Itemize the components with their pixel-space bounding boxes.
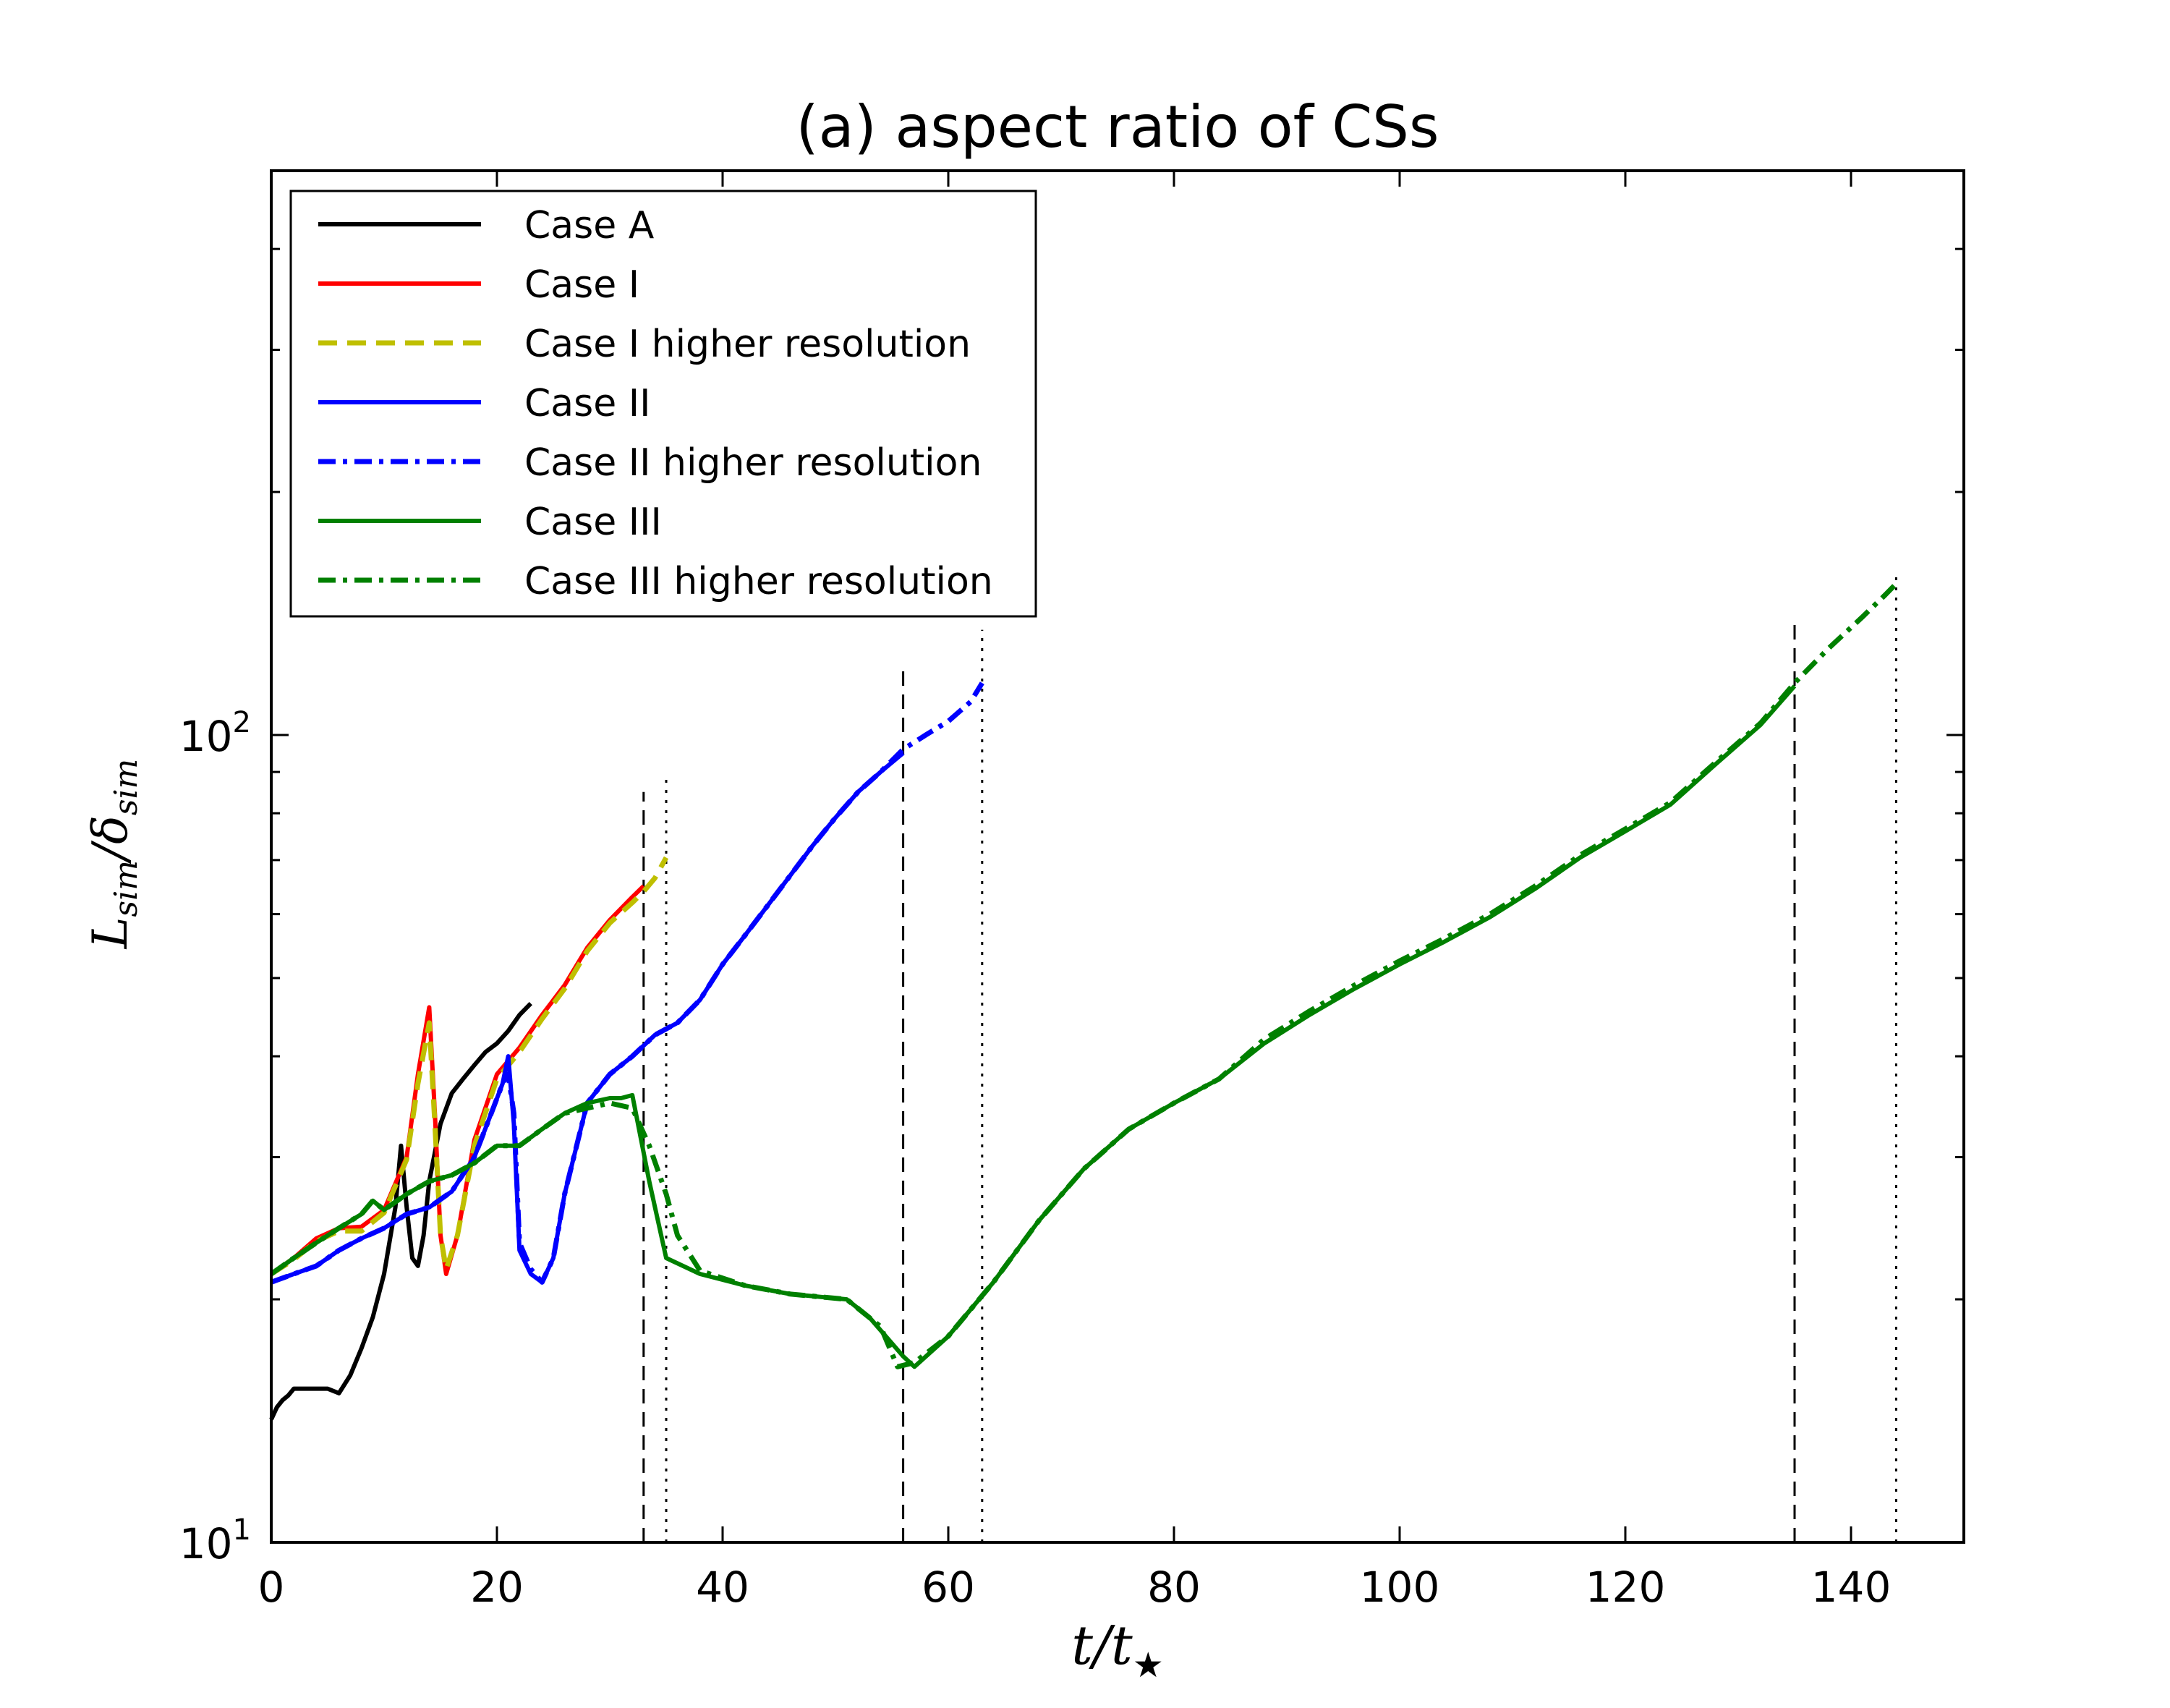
y-tick-label-exponent: 2 xyxy=(233,706,251,739)
legend-item-case-i: Case I xyxy=(318,263,639,307)
legend-item-case-ii: Case II xyxy=(318,382,650,425)
series-line-case-a xyxy=(269,1001,532,1421)
x-tick-label: 120 xyxy=(1586,1563,1666,1612)
series-line-case-ii-higher-resolution xyxy=(270,681,984,1285)
legend-label: Case II higher resolution xyxy=(524,441,982,485)
series-line-case-i-higher-resolution xyxy=(270,856,669,1276)
y-axis-label: Lsim/δsim xyxy=(82,759,145,950)
legend-label: Case I xyxy=(524,263,639,307)
x-tick-label: 140 xyxy=(1811,1563,1892,1612)
legend-item-case-iii-higher-resolution: Case III higher resolution xyxy=(318,560,993,603)
y-tick-label: 102 xyxy=(179,706,251,761)
x-axis-label: t/t★ xyxy=(1071,1615,1163,1686)
x-tick-label: 40 xyxy=(696,1563,749,1612)
y-axis-label-sub1: sim xyxy=(108,860,145,917)
legend-item-case-i-higher-resolution: Case I higher resolution xyxy=(318,323,971,366)
legend-label: Case A xyxy=(524,204,655,247)
x-tick-label: 80 xyxy=(1147,1563,1201,1612)
legend-label: Case I higher resolution xyxy=(524,323,971,366)
plot-frame xyxy=(270,169,1965,1544)
x-axis-label-main: t/t xyxy=(1071,1615,1133,1677)
y-axis-label-main: L xyxy=(82,917,138,949)
legend-item-case-iii: Case III xyxy=(318,501,662,544)
y-axis-label-div: /δ xyxy=(82,815,138,864)
x-axis-label-sub: ★ xyxy=(1133,1645,1164,1686)
series-line-case-iii-higher-resolution xyxy=(269,582,1898,1369)
legend: Case A Case I Case I higher resolution Case… xyxy=(289,190,1037,618)
x-tick-label: 20 xyxy=(470,1563,524,1612)
legend-label: Case III higher resolution xyxy=(524,560,993,603)
legend-label: Case II xyxy=(524,382,650,425)
y-tick-label: 101 xyxy=(179,1513,251,1568)
x-tick-label: 0 xyxy=(258,1563,285,1612)
chart-title: (a) aspect ratio of CSs xyxy=(796,93,1439,161)
reference-lines xyxy=(642,574,1897,1542)
plot-series xyxy=(269,582,1898,1421)
legend-label: Case III xyxy=(524,501,662,544)
legend-item-case-ii-higher-resolution: Case II higher resolution xyxy=(318,441,982,485)
legend-items: Case A Case I Case I higher resolution Case… xyxy=(318,204,993,603)
legend-item-case-a: Case A xyxy=(318,204,655,247)
y-axis-label-sub2: sim xyxy=(108,759,145,815)
y-tick-label-exponent: 1 xyxy=(233,1513,251,1547)
y-tick-label-base: 10 xyxy=(179,1519,233,1568)
x-tick-label: 60 xyxy=(922,1563,975,1612)
x-tick-label: 100 xyxy=(1360,1563,1440,1612)
y-tick-label-base: 10 xyxy=(179,712,233,761)
